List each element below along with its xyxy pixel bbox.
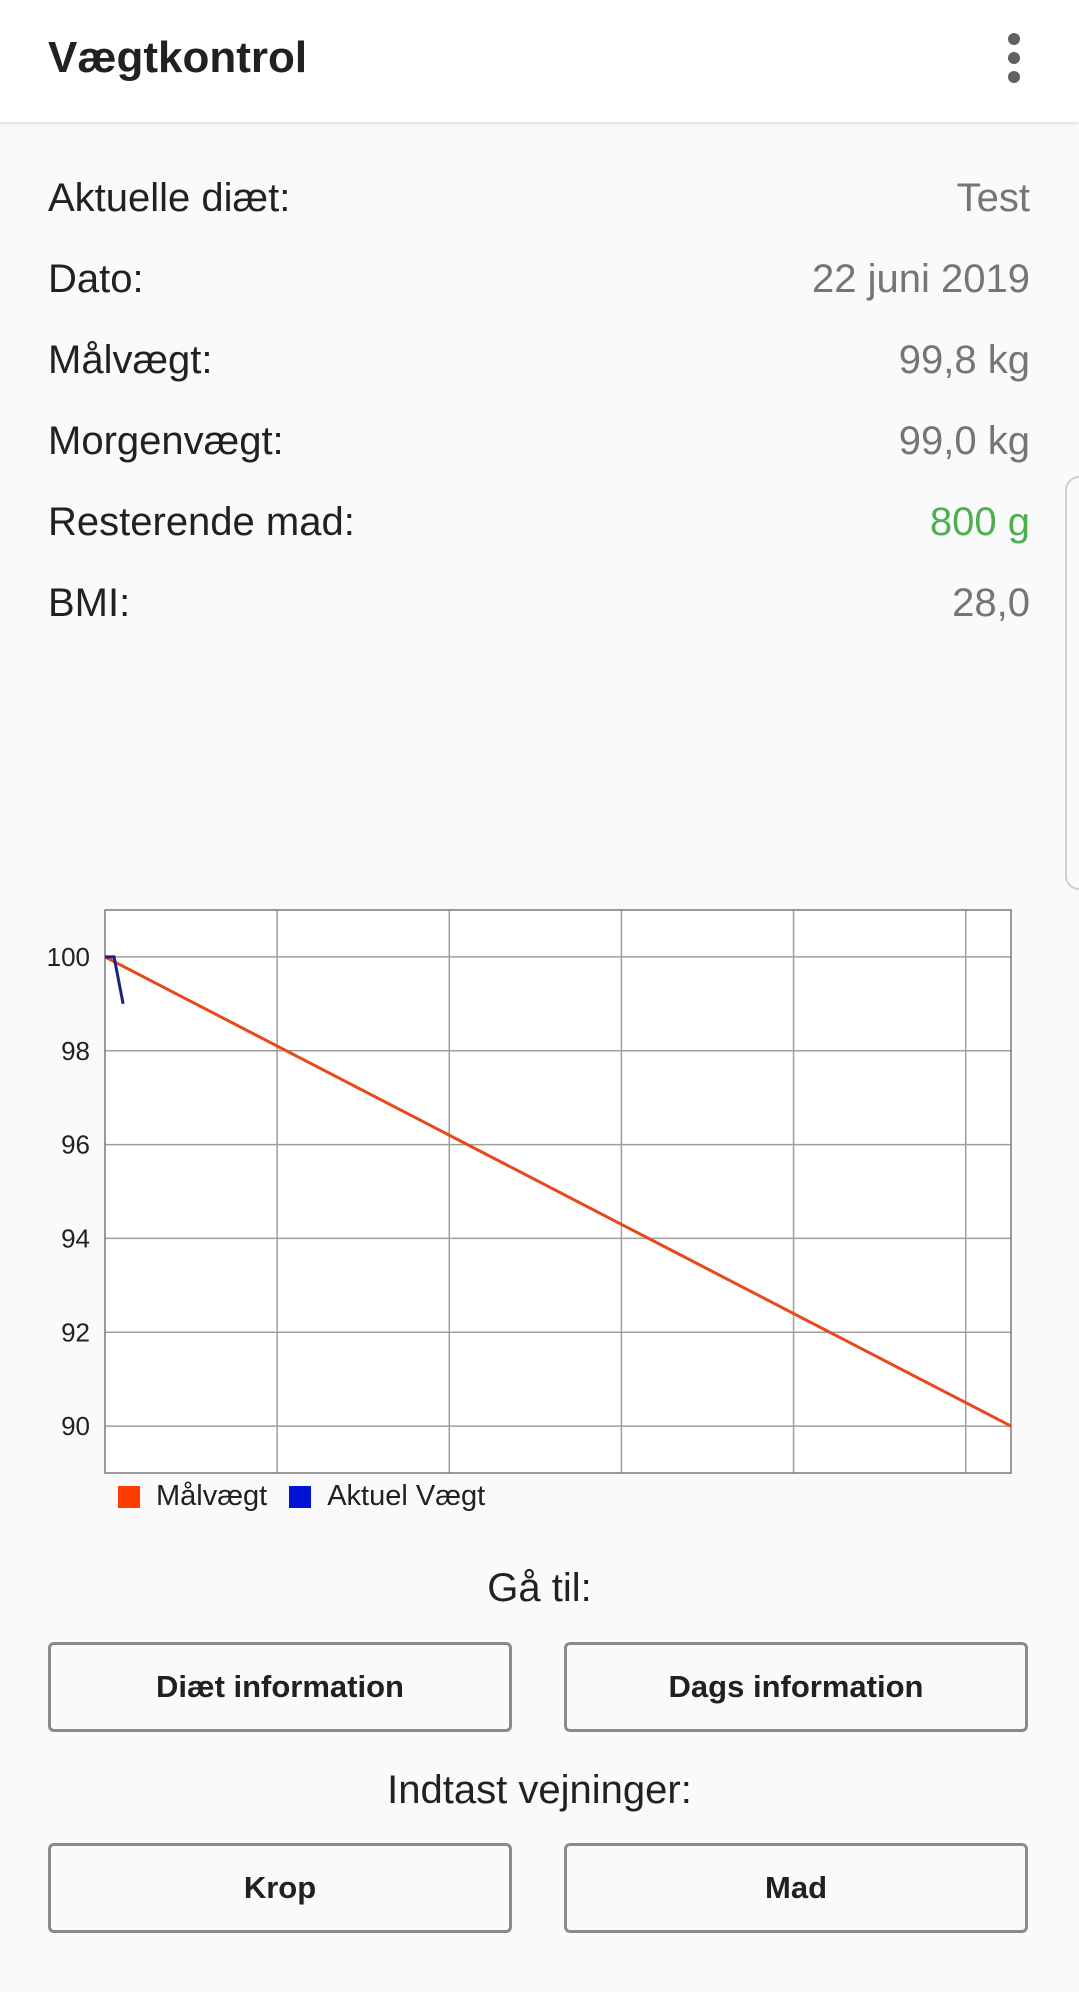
chart-svg: 100 98 96 94 92 90: [47, 909, 1012, 1474]
info-label: Dato:: [48, 257, 144, 301]
food-weight-button[interactable]: Mad: [564, 1843, 1028, 1933]
legend-swatch-target: [118, 1485, 140, 1508]
more-vert-icon[interactable]: [989, 30, 1039, 86]
info-label: BMI:: [48, 581, 131, 625]
series-line-actual-weight: [105, 955, 125, 1005]
info-label: Resterende mad:: [48, 500, 355, 544]
legend-label: Aktuel Vægt: [327, 1480, 486, 1512]
body-weight-button[interactable]: Krop: [48, 1843, 512, 1933]
day-info-button[interactable]: Dags information: [564, 1642, 1028, 1732]
plot-border: [104, 909, 1012, 1474]
info-value: 99,8 kg: [898, 338, 1030, 382]
app-bar: Vægtkontrol: [0, 0, 1079, 122]
edge-panel-handle[interactable]: [1065, 476, 1079, 890]
info-value: 99,0 kg: [898, 419, 1030, 463]
y-tick-label: 100: [47, 942, 90, 972]
menu-dot: [1008, 52, 1020, 64]
menu-dot: [1008, 33, 1020, 45]
legend-swatch-actual: [289, 1485, 312, 1508]
info-row-diet: Aktuelle diæt: Test: [48, 158, 1030, 239]
info-row-bmi: BMI: 28,0: [48, 563, 1030, 644]
menu-dot: [1008, 71, 1020, 83]
info-label: Aktuelle diæt:: [48, 176, 291, 220]
info-row-remaining-food: Resterende mad: 800 g: [48, 482, 1030, 563]
app-title: Vægtkontrol: [48, 33, 308, 82]
info-label: Målvægt:: [48, 338, 213, 382]
info-row-morning-weight: Morgenvægt: 99,0 kg: [48, 401, 1030, 482]
diet-info-list: Aktuelle diæt: Test Dato: 22 juni 2019 M…: [48, 158, 1030, 644]
series-line-target-weight: [104, 955, 1012, 1428]
y-tick-label: 94: [61, 1223, 90, 1253]
y-tick-label: 96: [61, 1130, 90, 1160]
weight-chart: 100 98 96 94 92 90: [0, 900, 1079, 1520]
diet-info-button[interactable]: Diæt information: [48, 1642, 512, 1732]
legend-item-actual: Aktuel Vægt: [289, 1480, 485, 1513]
info-row-target-weight: Målvægt: 99,8 kg: [48, 320, 1030, 401]
y-tick-label: 90: [61, 1411, 90, 1441]
info-row-date: Dato: 22 juni 2019: [48, 239, 1030, 320]
y-tick-label: 92: [61, 1317, 90, 1347]
info-value: 22 juni 2019: [812, 257, 1030, 301]
info-label: Morgenvægt:: [48, 419, 284, 463]
y-tick-label: 98: [61, 1036, 90, 1066]
info-value: 28,0: [952, 581, 1030, 625]
legend-item-target: Målvægt: [118, 1480, 267, 1513]
chart-legend: Målvægt Aktuel Vægt: [118, 1480, 507, 1513]
enter-weights-label: Indtast vejninger:: [387, 1768, 692, 1812]
info-value: Test: [956, 176, 1030, 220]
info-value: 800 g: [929, 500, 1030, 544]
legend-label: Målvægt: [156, 1480, 268, 1512]
goto-label: Gå til:: [487, 1566, 592, 1610]
